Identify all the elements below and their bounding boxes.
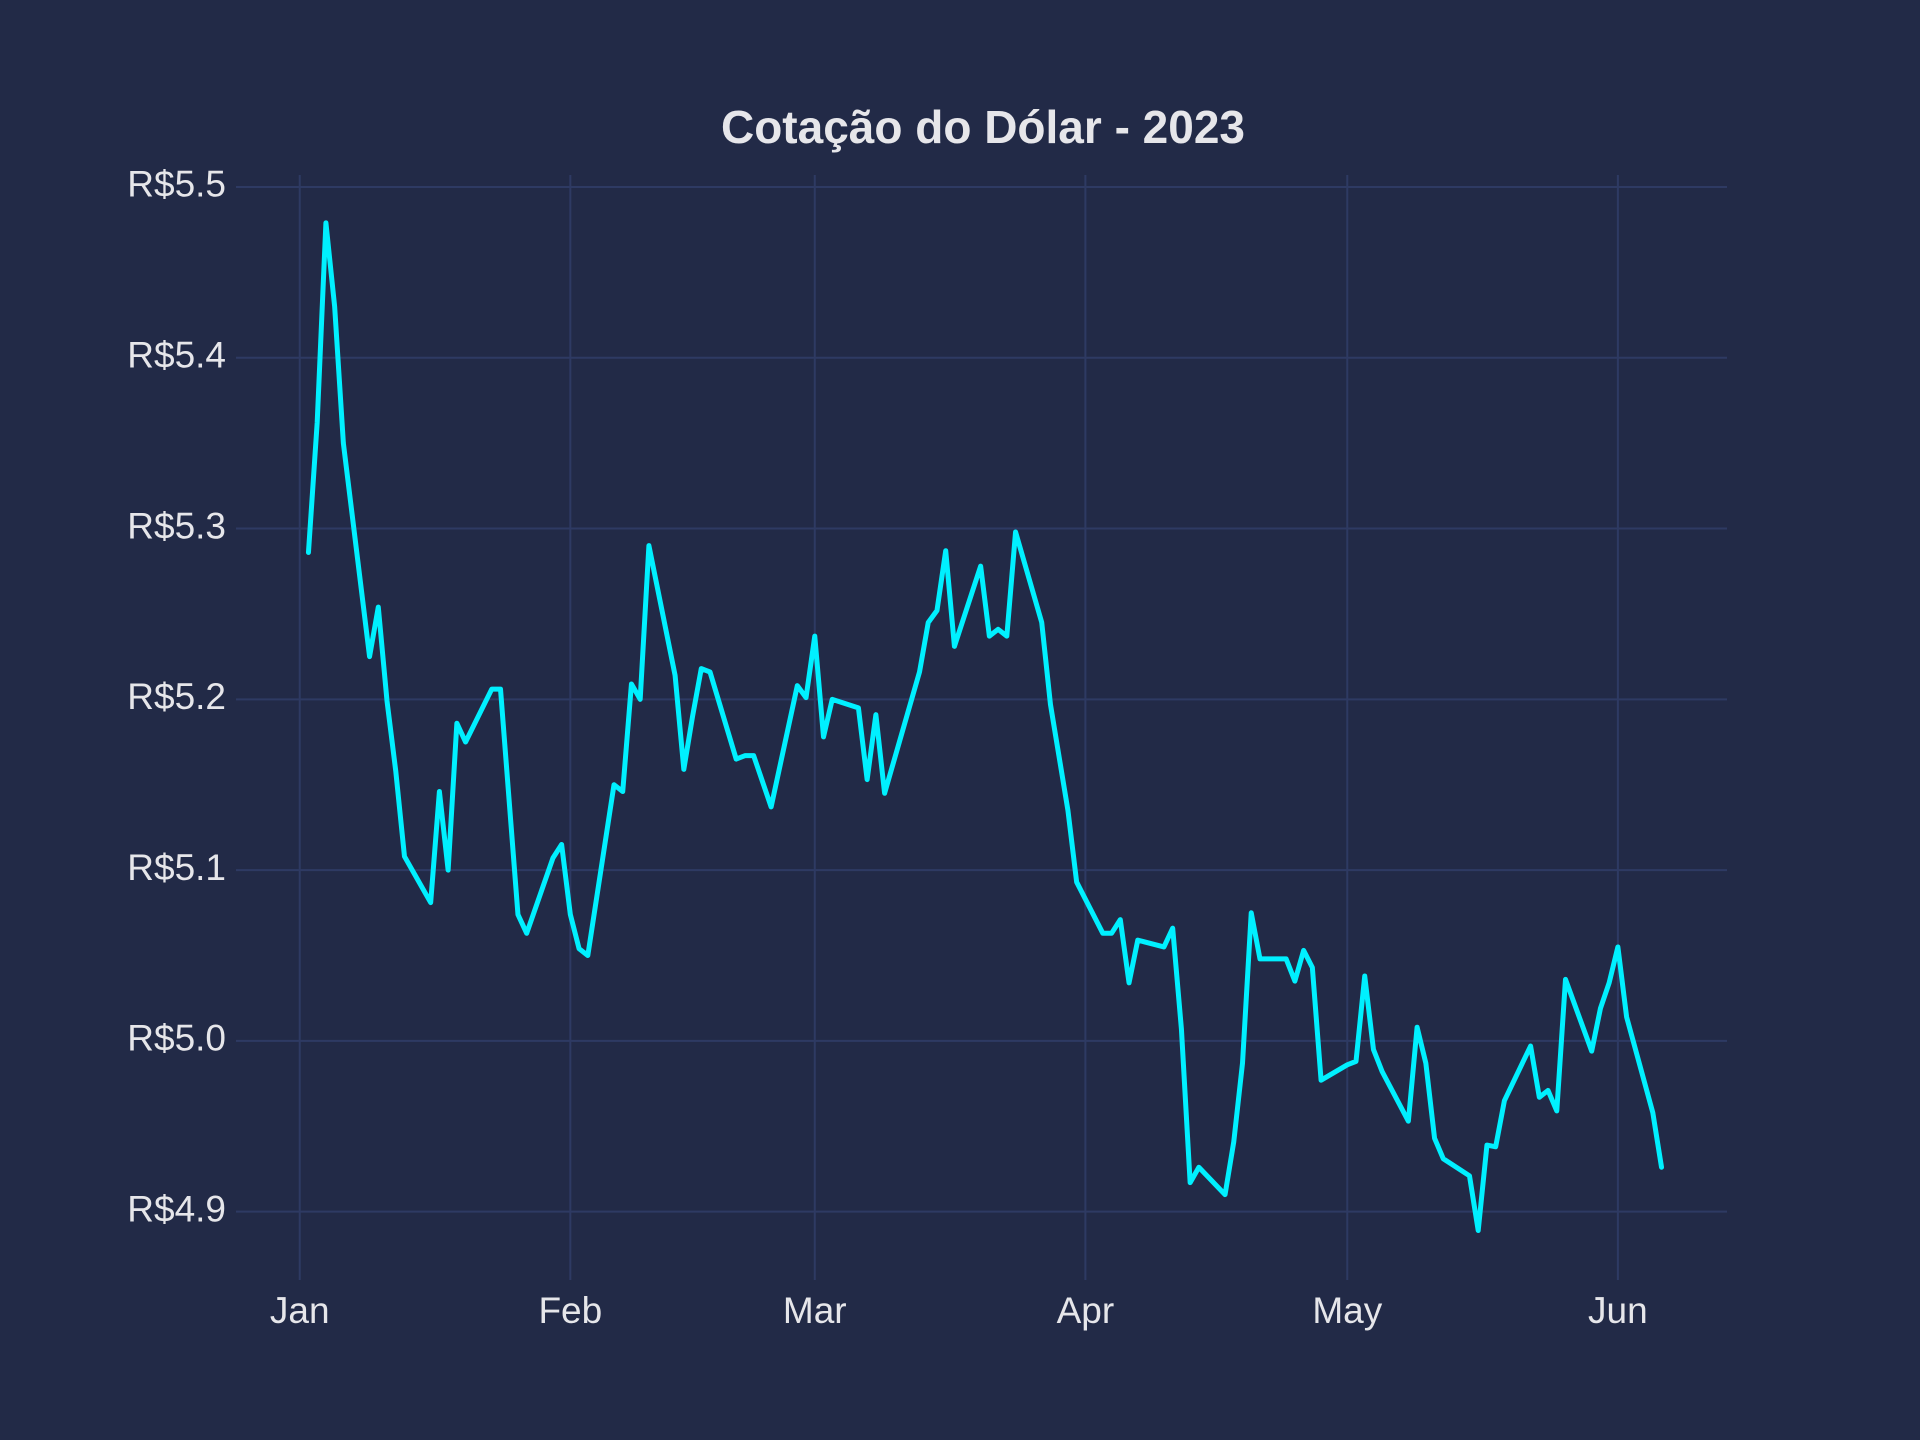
- x-tick-label: Mar: [783, 1290, 847, 1331]
- y-tick-label: R$4.9: [127, 1188, 226, 1229]
- y-tick-label: R$5.3: [127, 505, 226, 546]
- chart-title: Cotação do Dólar - 2023: [721, 101, 1245, 153]
- y-tick-label: R$5.4: [127, 335, 226, 376]
- x-tick-label: Jan: [270, 1290, 330, 1331]
- x-tick-label: Jun: [1588, 1290, 1648, 1331]
- x-tick-label: May: [1312, 1290, 1382, 1331]
- y-tick-label: R$5.0: [127, 1018, 226, 1059]
- x-tick-label: Feb: [538, 1290, 602, 1331]
- data-line: [305, 220, 1665, 1233]
- y-tick-label: R$5.2: [127, 676, 226, 717]
- x-tick-label: Apr: [1057, 1290, 1115, 1331]
- y-tick-label: R$5.1: [127, 847, 226, 888]
- y-tick-label: R$5.5: [127, 164, 226, 205]
